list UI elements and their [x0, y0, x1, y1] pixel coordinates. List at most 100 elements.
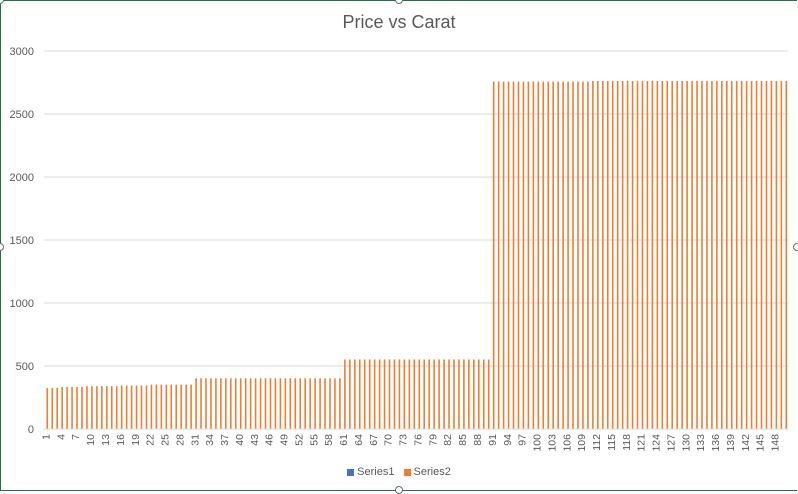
- bar-series2-87: [473, 359, 475, 429]
- bar-series2-107: [572, 81, 574, 430]
- bar-series2-79: [433, 359, 435, 429]
- bar-series2-10: [91, 386, 93, 429]
- bar-series2-117: [621, 80, 624, 429]
- bar-series2-20: [140, 385, 143, 429]
- bar-series2-115: [611, 80, 614, 429]
- x-tick-label: 37: [219, 434, 231, 446]
- bar-series2-52: [299, 378, 302, 429]
- bar-series2-44: [259, 378, 262, 429]
- bar-series2-92: [497, 81, 500, 430]
- bar-series2-114: [606, 80, 609, 429]
- bar-series2-68: [378, 359, 381, 429]
- bar-series2-50: [289, 378, 292, 429]
- x-tick-label: 10: [85, 434, 97, 446]
- bar-series2-88: [478, 359, 480, 429]
- bar-series2-32: [200, 378, 202, 429]
- legend-item-series2[interactable]: Series2: [403, 466, 451, 478]
- bar-series2-31: [195, 378, 197, 429]
- bar-series2-106: [567, 81, 569, 430]
- bar-series2-33: [205, 378, 207, 429]
- legend-swatch-series2: [403, 468, 411, 476]
- x-tick-label: 121: [636, 434, 648, 452]
- bar-series2-45: [264, 378, 267, 429]
- bar-series2-62: [349, 359, 351, 429]
- y-tick-label: 0: [28, 424, 34, 436]
- bar-series2-58: [329, 378, 331, 429]
- x-tick-label: 103: [546, 434, 558, 452]
- bar-series2-108: [577, 81, 579, 430]
- bar-series2-98: [527, 81, 530, 430]
- bar-series2-38: [230, 378, 232, 429]
- x-tick-label: 61: [338, 434, 350, 446]
- bar-series2-57: [324, 378, 326, 429]
- x-tick-label: 58: [323, 434, 335, 446]
- bar-series2-127: [671, 80, 674, 429]
- x-tick-label: 118: [621, 434, 633, 451]
- bar-series2-75: [413, 359, 416, 429]
- x-tick-label: 4: [55, 434, 67, 440]
- chart-title[interactable]: Price vs Carat: [342, 12, 456, 32]
- legend-label-series2: Series2: [413, 466, 451, 478]
- bar-series2-145: [760, 80, 763, 429]
- legend[interactable]: Series1 Series2: [0, 466, 798, 479]
- bar-series2-84: [458, 359, 460, 429]
- bar-series2-90: [487, 359, 490, 429]
- bar-series2-56: [319, 378, 321, 429]
- resize-handle-middle-right[interactable]: [793, 243, 798, 251]
- bar-series2-69: [383, 359, 386, 429]
- x-tick-label: 94: [502, 434, 514, 446]
- bar-series2-2: [51, 387, 54, 429]
- bar-series2-76: [418, 359, 421, 429]
- x-axis-tick-labels: 1 4 7 10 13 16 19 22 25 28 31 34 37 40 43 46 49 52 55 58 61 6…: [40, 434, 781, 452]
- x-tick-label: 34: [204, 434, 216, 446]
- bar-series2-128: [676, 80, 678, 429]
- bar-series2-16: [120, 385, 123, 429]
- bar-series2-80: [438, 359, 440, 429]
- bar-series2-51: [294, 378, 297, 429]
- bar-series2-59: [334, 378, 336, 429]
- bar-series2-134: [706, 80, 708, 429]
- y-tick-label: 1000: [10, 298, 34, 310]
- bar-series2-22: [150, 384, 153, 429]
- bar-series2-112: [597, 80, 599, 429]
- bar-series2-6: [71, 386, 73, 429]
- bar-series2-89: [482, 359, 485, 429]
- x-tick-label: 79: [427, 434, 439, 446]
- bar-series2-26: [170, 384, 173, 429]
- bar-series2-39: [234, 378, 237, 429]
- bar-series2-12: [101, 386, 103, 429]
- x-tick-label: 76: [412, 434, 424, 446]
- bar-series2-104: [557, 81, 559, 430]
- bar-series2-42: [249, 378, 252, 429]
- bar-series2-118: [626, 80, 629, 429]
- bar-series2-140: [735, 80, 738, 429]
- legend-label-series1: Series1: [357, 466, 395, 478]
- x-tick-label: 85: [457, 434, 469, 446]
- x-tick-label: 130: [680, 434, 692, 452]
- bar-series2-71: [393, 359, 396, 429]
- bar-series2-120: [636, 80, 639, 429]
- bar-series2-132: [696, 80, 698, 429]
- bar-series2-70: [388, 359, 391, 429]
- x-tick-label: 55: [308, 434, 320, 446]
- bar-series2-82: [448, 359, 450, 429]
- x-tick-label: 43: [249, 434, 261, 446]
- bar-series2-49: [284, 378, 287, 429]
- legend-swatch-series1: [347, 468, 355, 476]
- bar-series2-97: [522, 81, 525, 430]
- bar-series2-54: [309, 378, 311, 429]
- gridlines: [44, 50, 788, 367]
- bar-series2-103: [552, 81, 554, 430]
- x-tick-label: 142: [740, 434, 752, 452]
- x-tick-label: 7: [70, 434, 82, 440]
- bar-series2-65: [363, 359, 366, 429]
- bar-series2-74: [408, 359, 411, 429]
- bar-series2-136: [716, 80, 718, 429]
- legend-item-series1[interactable]: Series1: [347, 466, 394, 478]
- bar-series2-36: [220, 378, 222, 429]
- bar-series2-15: [115, 386, 118, 429]
- x-tick-label: 40: [234, 434, 246, 446]
- bar-series2-21: [145, 385, 148, 429]
- bar-series2-11: [96, 386, 98, 429]
